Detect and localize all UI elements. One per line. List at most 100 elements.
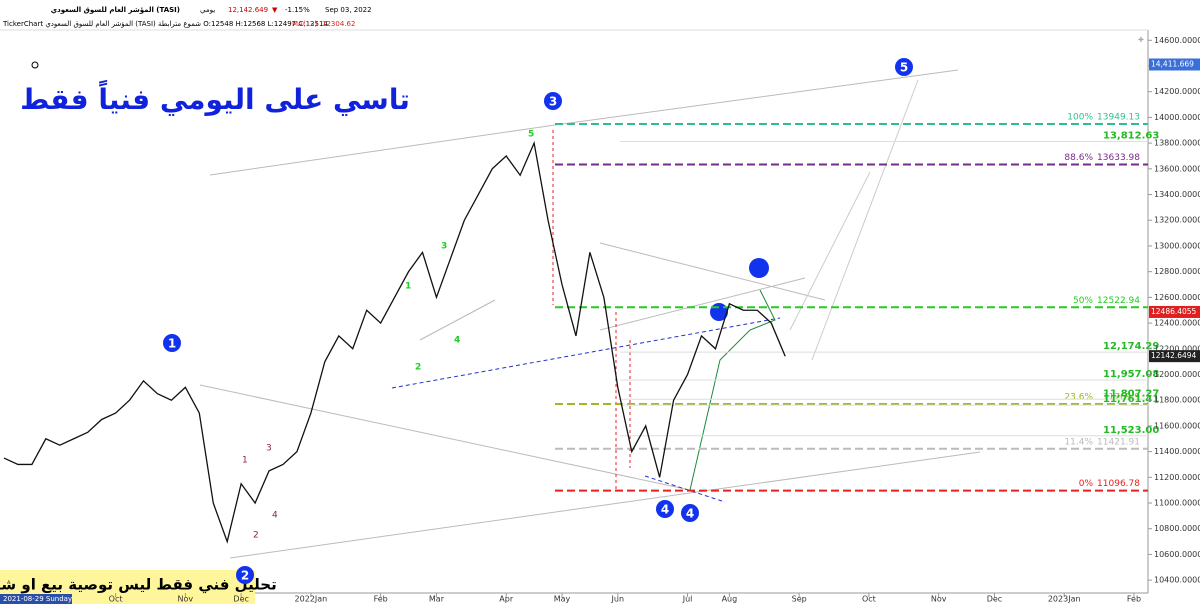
y-tick-label: 13800.0000 (1154, 139, 1200, 148)
y-tick-label: 12000.0000 (1154, 370, 1200, 379)
sub-wave: 4 (272, 511, 278, 521)
price-marker (1149, 305, 1200, 318)
x-tick-label: Nov (931, 595, 947, 604)
price-label: 11,807.27 (1103, 388, 1159, 399)
x-tick-label: Jun (611, 595, 625, 604)
fib-value: 13949.13 (1097, 112, 1140, 122)
price-label: 11,761.41 (1103, 394, 1159, 405)
price-label: 11,523.00 (1103, 425, 1159, 436)
y-tick-label: 11000.0000 (1154, 499, 1200, 508)
sub-wave: 3 (441, 242, 447, 252)
y-tick-label: 14000.0000 (1154, 113, 1200, 122)
x-tick-label: May (554, 595, 571, 604)
y-tick-label: 14600.0000 (1154, 36, 1200, 45)
y-tick-label: 14200.0000 (1154, 87, 1200, 96)
wave-circle (895, 58, 913, 76)
y-tick-label: 11800.0000 (1154, 396, 1200, 405)
wave-circle (544, 92, 562, 110)
x-tick-label: Oct (109, 595, 123, 604)
sub-wave: 1 (242, 456, 248, 466)
last: 12,142.649 (228, 6, 268, 14)
y-tick-label: 12600.0000 (1154, 293, 1200, 302)
fib-value: 11096.78 (1097, 479, 1140, 489)
fib-percent: 100% (1067, 112, 1093, 122)
wave-circle (681, 504, 699, 522)
price-marker-label: 14,411.669 (1151, 59, 1194, 68)
price-marker-label: 12486.4055 (1151, 307, 1197, 316)
x-tick-label: 2022Jan (295, 595, 328, 604)
wave-circle (656, 500, 674, 518)
y-tick-label: 11200.0000 (1154, 473, 1200, 482)
dot (31, 61, 39, 69)
x-tick-label: Sep (792, 595, 807, 604)
y-tick-label: 10400.0000 (1154, 576, 1200, 585)
y-tick-label: 13200.0000 (1154, 216, 1200, 225)
fib-percent: 50% (1073, 296, 1093, 306)
ohlc: TickerChart المؤشر العام للسوق السعودي (… (2, 20, 328, 28)
chart-title: تاسي على اليومي فنياً فقط (20, 79, 410, 116)
x-tick-label: Apr (499, 595, 514, 604)
y-tick-label: 10800.0000 (1154, 524, 1200, 533)
change: -1.15% (285, 6, 310, 14)
wave-circle (163, 334, 181, 352)
y-tick-label: 13600.0000 (1154, 164, 1200, 173)
wave-label: 2 (241, 569, 249, 583)
sub-wave: 2 (415, 363, 421, 373)
x-tick-label: Dec (233, 595, 248, 604)
fib-value: 13633.98 (1097, 153, 1140, 163)
date: Sep 03, 2022 (325, 6, 372, 14)
sub-wave: 2 (253, 531, 259, 541)
y-tick-label: 12400.0000 (1154, 319, 1200, 328)
x-tick-label: Jul (682, 595, 693, 604)
y-tick-label: 10600.0000 (1154, 550, 1200, 559)
x-tick-label: Aug (722, 595, 738, 604)
wave-label: 4 (686, 507, 694, 521)
trendlines (199, 69, 981, 559)
x-tick-label: Mar (429, 595, 445, 604)
ma-value: 12304.62 (322, 20, 355, 28)
y-tick-label: 13400.0000 (1154, 190, 1200, 199)
wave-dot (749, 258, 769, 278)
x-tick-label: Feb (374, 595, 388, 604)
cursor-date: 2021-08-29 Sunday (3, 595, 72, 603)
x-tick-label: Nov (178, 595, 194, 604)
price-label: 12,174.29 (1103, 341, 1159, 352)
y-tick-label: 13000.0000 (1154, 241, 1200, 250)
price-marker (1149, 350, 1200, 363)
x-tick-label: 2023Jan (1048, 595, 1081, 604)
price-label: 13,812.63 (1103, 130, 1159, 141)
x-tick-label: Dec (987, 595, 1002, 604)
y-tick-label: 12200.0000 (1154, 344, 1200, 353)
y-tick-label: 12800.0000 (1154, 267, 1200, 276)
y-tick-label: 11600.0000 (1154, 421, 1200, 430)
fib-percent: 0% (1079, 479, 1094, 489)
fib-value: 11421.91 (1097, 437, 1140, 447)
y-tick-label: 11400.0000 (1154, 447, 1200, 456)
wave-label: 3 (549, 95, 557, 109)
price-line (3, 140, 786, 544)
wave-label: 1 (168, 337, 176, 351)
sub-wave: 3 (266, 444, 272, 454)
cursor-date-bg (0, 594, 72, 604)
fib-percent: 23.6% (1064, 393, 1093, 403)
price-marker (1149, 58, 1200, 71)
fib-percent: 88.6% (1064, 153, 1093, 163)
wave-circle (236, 566, 254, 584)
x-tick-label: Feb (1127, 595, 1141, 604)
price-marker-label: 12142.6494 (1151, 351, 1197, 360)
change-arrow: ▼ (272, 6, 278, 14)
fib-value: 11769.9 (1103, 393, 1140, 403)
fib-value: 12522.94 (1097, 296, 1140, 306)
sub-wave: 5 (528, 130, 534, 140)
sub-wave: 4 (454, 336, 460, 346)
fib-percent: 11.4% (1064, 437, 1093, 447)
watermark: ✚ (1138, 36, 1144, 44)
wave-label: 5 (900, 61, 908, 75)
price-label: 11,957.08 (1103, 369, 1159, 380)
period: يومي (200, 6, 215, 14)
header-bg (0, 0, 1200, 30)
ma-label: MA(13) (292, 20, 317, 28)
